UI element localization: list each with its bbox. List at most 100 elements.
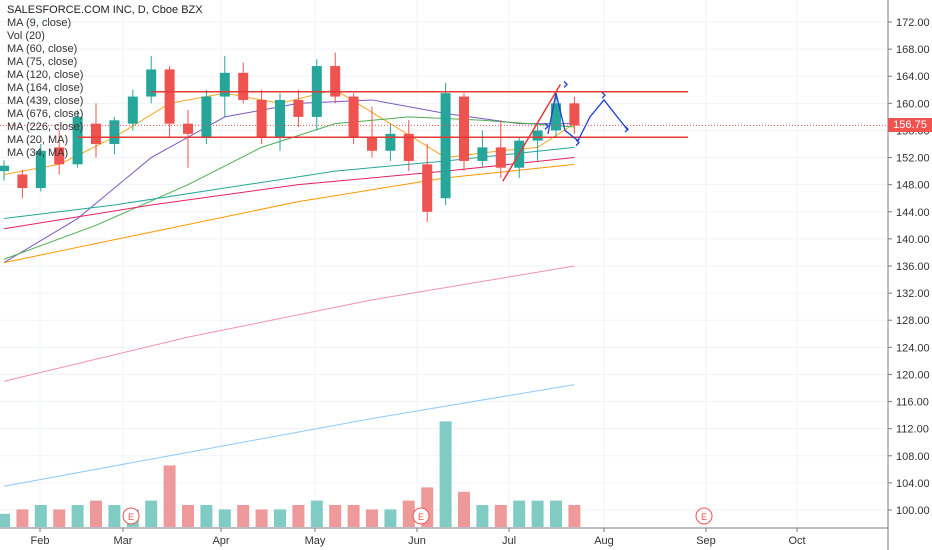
last-price-label: 156.75 xyxy=(888,118,932,133)
volume-bar xyxy=(531,500,544,527)
volume-bar xyxy=(550,500,562,527)
y-tick-label: 144.00 xyxy=(896,207,930,219)
volume-bar xyxy=(513,500,526,527)
trend-line xyxy=(502,83,562,182)
y-tick-label: 104.00 xyxy=(896,478,930,490)
volume-bar xyxy=(329,505,342,527)
y-tick-label: 172.00 xyxy=(896,17,930,29)
earnings-marker-label: E xyxy=(128,512,134,522)
legend-item[interactable]: MA (439, close) xyxy=(7,95,84,107)
candle-body xyxy=(72,116,83,165)
y-tick-label: 112.00 xyxy=(896,424,929,436)
volume-bar xyxy=(292,505,305,527)
forecast-arrowhead xyxy=(544,122,549,130)
moving-average-line xyxy=(3,116,575,260)
earnings-marker xyxy=(695,507,713,525)
x-tick-label: Oct xyxy=(788,535,805,547)
candle-body xyxy=(164,69,175,124)
volume-bar xyxy=(182,505,194,527)
volume-bar xyxy=(568,505,581,527)
moving-average-line xyxy=(3,384,575,487)
volume-bar xyxy=(347,505,360,527)
candle-body xyxy=(256,99,267,138)
moving-average-line xyxy=(3,89,575,175)
volume-bar xyxy=(366,509,378,527)
legend-item[interactable]: MA (20, MA) xyxy=(7,134,69,146)
legend-item[interactable]: MA (9, close) xyxy=(7,17,72,29)
candle-body xyxy=(183,123,193,134)
candle-body xyxy=(330,66,341,97)
moving-average-line xyxy=(3,163,575,264)
volume-bar xyxy=(476,505,489,527)
legend-item[interactable]: MA (120, close) xyxy=(7,69,84,81)
x-tick-label: Mar xyxy=(114,535,133,547)
volume-bar xyxy=(34,505,47,527)
y-tick-label: 132.00 xyxy=(896,288,930,300)
volume-bar xyxy=(237,505,250,527)
candle-body xyxy=(440,93,451,199)
volume-bar xyxy=(90,500,102,527)
earnings-marker-label: E xyxy=(701,512,707,522)
legend-item[interactable]: MA (60, close) xyxy=(7,43,78,55)
y-tick-label: 116.00 xyxy=(896,397,929,409)
candle-body xyxy=(348,96,359,138)
candle-body xyxy=(367,137,377,151)
volume-bar xyxy=(310,500,323,527)
candle-body xyxy=(275,99,285,138)
legend-item[interactable]: MA (164, close) xyxy=(7,82,84,94)
candle-body xyxy=(127,96,138,124)
candle-body xyxy=(495,147,506,168)
candle-body xyxy=(238,72,249,100)
x-tick-label: Apr xyxy=(212,535,229,547)
y-tick-label: 108.00 xyxy=(896,451,930,463)
volume-bar xyxy=(0,513,10,527)
forecast-arrowhead xyxy=(563,80,568,88)
candle-body xyxy=(17,174,28,189)
legend-item[interactable]: Vol (20) xyxy=(7,30,45,42)
y-tick-label: 128.00 xyxy=(896,315,930,327)
candle-body xyxy=(293,99,304,117)
volume-bar xyxy=(145,500,158,527)
volume-bar xyxy=(494,505,507,527)
volume-bar xyxy=(53,509,66,527)
candle-body xyxy=(385,133,396,151)
x-tick-label: May xyxy=(305,535,326,547)
candle-body xyxy=(569,103,580,126)
legend-item[interactable]: MA (34, MA) xyxy=(7,147,69,159)
candle-body xyxy=(54,147,65,165)
candle-body xyxy=(477,147,488,161)
candle-body xyxy=(146,69,157,97)
forecast-arrowhead xyxy=(601,91,606,99)
legend-item[interactable]: MA (676, close) xyxy=(7,108,84,120)
volume-bar xyxy=(439,421,452,527)
candle-body xyxy=(219,72,230,97)
forecast-path xyxy=(547,93,629,142)
volume-bar xyxy=(384,509,397,527)
volume-bar xyxy=(16,509,29,527)
y-tick-label: 140.00 xyxy=(896,234,930,246)
chart-title: SALESFORCE.COM INC, D, Cboe BZX xyxy=(7,4,203,16)
candle-body xyxy=(35,150,46,189)
x-tick-label: Aug xyxy=(594,535,614,547)
x-tick-label: Feb xyxy=(31,535,50,547)
volume-bar xyxy=(200,505,213,527)
candle-body xyxy=(459,96,469,161)
y-tick-label: 124.00 xyxy=(896,342,930,354)
candle-body xyxy=(201,96,212,138)
legend-item[interactable]: MA (75, close) xyxy=(7,56,78,68)
moving-average-line xyxy=(3,157,575,230)
x-tick-label: Sep xyxy=(696,535,716,547)
legend-item[interactable]: MA (226, close) xyxy=(7,121,84,133)
candle-body xyxy=(551,103,561,131)
volume-bar xyxy=(218,509,231,527)
candle-body xyxy=(91,123,101,144)
volume-bar xyxy=(71,505,84,527)
candle-body xyxy=(109,120,120,144)
y-tick-label: 136.00 xyxy=(896,261,930,273)
volume-bar xyxy=(255,509,268,527)
y-tick-label: 148.00 xyxy=(896,180,930,192)
x-tick-label: Jun xyxy=(408,535,426,547)
forecast-arrowhead xyxy=(624,125,629,133)
earnings-marker xyxy=(412,507,430,525)
